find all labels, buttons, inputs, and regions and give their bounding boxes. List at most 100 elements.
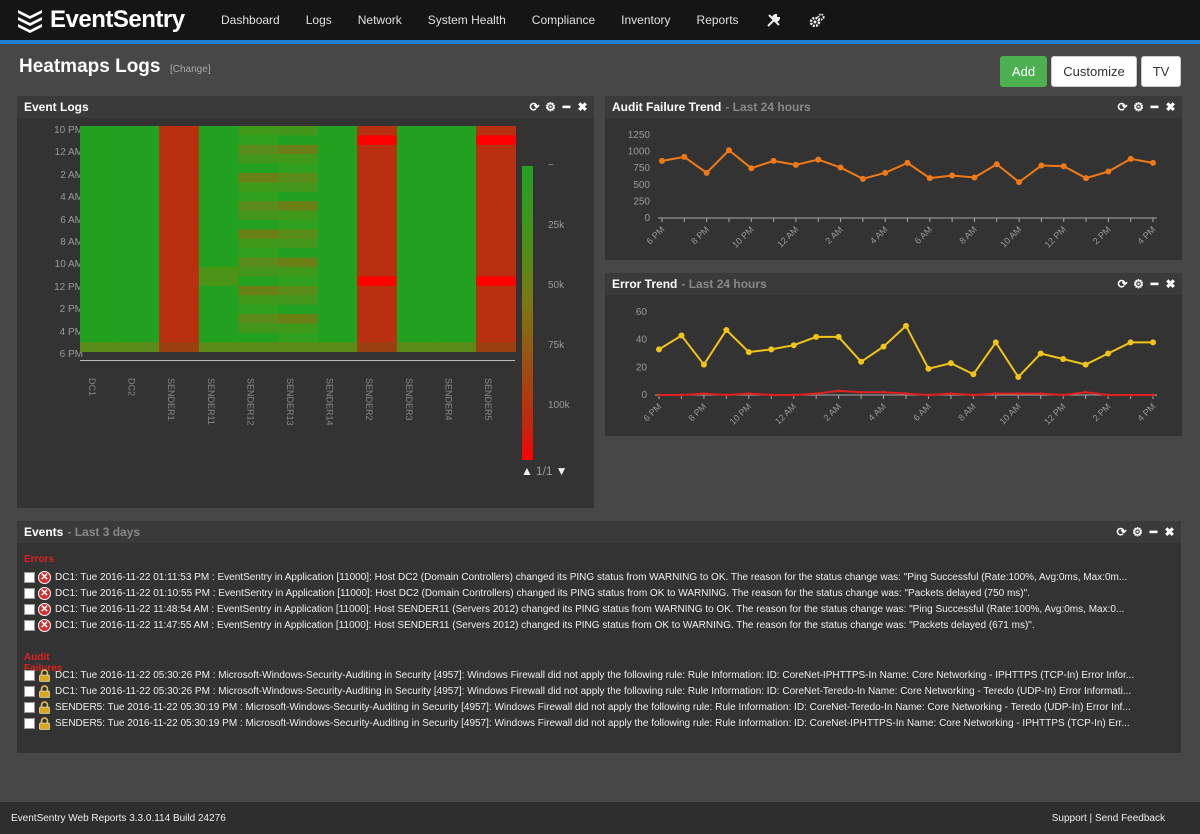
minimize-icon[interactable]: ━: [1150, 100, 1159, 114]
refresh-icon[interactable]: ⟳: [1117, 277, 1128, 291]
event-text[interactable]: DC1: Tue 2016-11-22 05:30:26 PM : Micros…: [55, 669, 1135, 681]
send-feedback-link[interactable]: Send Feedback: [1094, 813, 1165, 824]
event-text[interactable]: SENDER5: Tue 2016-11-22 05:30:19 PM : Mi…: [55, 717, 1130, 729]
nav-system-health[interactable]: System Health: [427, 13, 506, 27]
series-point[interactable]: [903, 322, 909, 329]
series-point[interactable]: [925, 365, 932, 372]
series-point[interactable]: [993, 161, 1000, 168]
series-point[interactable]: [678, 332, 685, 339]
series-point[interactable]: [813, 333, 820, 340]
series-point[interactable]: [1105, 168, 1112, 175]
gears-icon[interactable]: [795, 0, 839, 40]
brand-logo[interactable]: EventSentry: [16, 6, 185, 34]
nav-inventory[interactable]: Inventory: [621, 13, 671, 27]
low-series-point[interactable]: [1061, 393, 1065, 397]
close-icon[interactable]: ✖: [1165, 100, 1176, 114]
nav-dashboard[interactable]: Dashboard: [221, 13, 280, 27]
series-point[interactable]: [792, 161, 799, 168]
event-checkbox[interactable]: [24, 587, 35, 599]
series-point[interactable]: [859, 175, 866, 182]
low-series-point[interactable]: [994, 392, 998, 396]
nav-logs[interactable]: Logs: [305, 13, 332, 27]
series-point[interactable]: [770, 157, 777, 164]
series-point[interactable]: [725, 147, 732, 154]
series-point[interactable]: [992, 339, 999, 346]
low-series-point[interactable]: [859, 390, 863, 394]
low-series-point[interactable]: [769, 393, 773, 397]
low-series-point[interactable]: [904, 392, 908, 396]
tools-icon[interactable]: [752, 0, 795, 40]
series-point[interactable]: [1150, 339, 1156, 346]
event-text[interactable]: DC1: Tue 2016-11-22 01:10:55 PM : EventS…: [55, 587, 1030, 599]
nav-compliance[interactable]: Compliance: [531, 13, 596, 27]
close-icon[interactable]: ✖: [1164, 525, 1175, 539]
event-checkbox[interactable]: [24, 619, 35, 631]
close-icon[interactable]: ✖: [1165, 277, 1176, 291]
series-point[interactable]: [700, 361, 707, 368]
series-point[interactable]: [681, 153, 688, 160]
series-point[interactable]: [970, 371, 977, 378]
event-text[interactable]: DC1: Tue 2016-11-22 11:47:55 AM : EventS…: [55, 619, 1035, 631]
low-series-point[interactable]: [814, 392, 818, 396]
support-link[interactable]: Support: [1051, 813, 1087, 824]
event-checkbox[interactable]: [24, 701, 35, 713]
series-point[interactable]: [745, 349, 752, 356]
low-series-point[interactable]: [792, 393, 796, 397]
low-series-point[interactable]: [1106, 393, 1110, 397]
series-point[interactable]: [949, 172, 956, 179]
series-point[interactable]: [1127, 339, 1134, 346]
series-point[interactable]: [1060, 356, 1067, 363]
low-series-point[interactable]: [657, 393, 661, 397]
series-point[interactable]: [703, 169, 710, 176]
low-series-point[interactable]: [1016, 392, 1020, 396]
low-series-point[interactable]: [837, 389, 841, 393]
series-point[interactable]: [748, 165, 755, 172]
series-point[interactable]: [1016, 179, 1023, 186]
low-series-point[interactable]: [1151, 393, 1155, 397]
event-text[interactable]: DC1: Tue 2016-11-22 11:48:54 AM : EventS…: [55, 603, 1125, 615]
settings-icon[interactable]: ⚙: [1132, 525, 1143, 539]
series-point[interactable]: [882, 169, 889, 176]
refresh-icon[interactable]: ⟳: [1117, 100, 1128, 114]
series-point[interactable]: [835, 333, 842, 340]
minimize-icon[interactable]: ━: [562, 100, 571, 114]
low-series-point[interactable]: [926, 393, 930, 397]
low-series-point[interactable]: [971, 393, 975, 397]
low-series-point[interactable]: [679, 393, 683, 397]
series-point[interactable]: [1105, 350, 1112, 357]
series-point[interactable]: [1015, 374, 1022, 381]
low-series-point[interactable]: [1129, 393, 1133, 397]
series-point[interactable]: [1082, 361, 1089, 368]
minimize-icon[interactable]: ━: [1149, 525, 1158, 539]
tv-button[interactable]: TV: [1141, 56, 1181, 87]
nav-reports[interactable]: Reports: [696, 13, 739, 27]
series-point[interactable]: [659, 157, 665, 164]
series-point[interactable]: [1060, 163, 1067, 170]
event-checkbox[interactable]: [24, 669, 35, 681]
pager-down-icon[interactable]: ▼: [555, 464, 568, 478]
series-point[interactable]: [1127, 155, 1134, 162]
series-point[interactable]: [947, 360, 954, 367]
minimize-icon[interactable]: ━: [1150, 277, 1159, 291]
change-link[interactable]: [Change]: [170, 64, 211, 75]
series-point[interactable]: [971, 174, 978, 181]
series-point[interactable]: [1038, 162, 1045, 169]
event-checkbox[interactable]: [24, 685, 35, 697]
low-series-point[interactable]: [949, 392, 953, 396]
settings-icon[interactable]: ⚙: [1133, 100, 1144, 114]
series-point[interactable]: [880, 343, 887, 350]
low-series-point[interactable]: [1039, 392, 1043, 396]
low-series-point[interactable]: [882, 390, 886, 394]
low-series-point[interactable]: [724, 393, 728, 397]
customize-button[interactable]: Customize: [1051, 56, 1137, 87]
event-text[interactable]: DC1: Tue 2016-11-22 05:30:26 PM : Micros…: [55, 685, 1132, 697]
event-text[interactable]: DC1: Tue 2016-11-22 01:11:53 PM : EventS…: [55, 571, 1128, 583]
series-point[interactable]: [837, 164, 844, 171]
nav-network[interactable]: Network: [357, 13, 402, 27]
series-point[interactable]: [904, 159, 911, 166]
low-series-point[interactable]: [1084, 390, 1088, 394]
event-checkbox[interactable]: [24, 603, 35, 615]
low-series-point[interactable]: [747, 392, 751, 396]
pager-up-icon[interactable]: ▲: [521, 464, 533, 478]
series-point[interactable]: [723, 326, 730, 333]
